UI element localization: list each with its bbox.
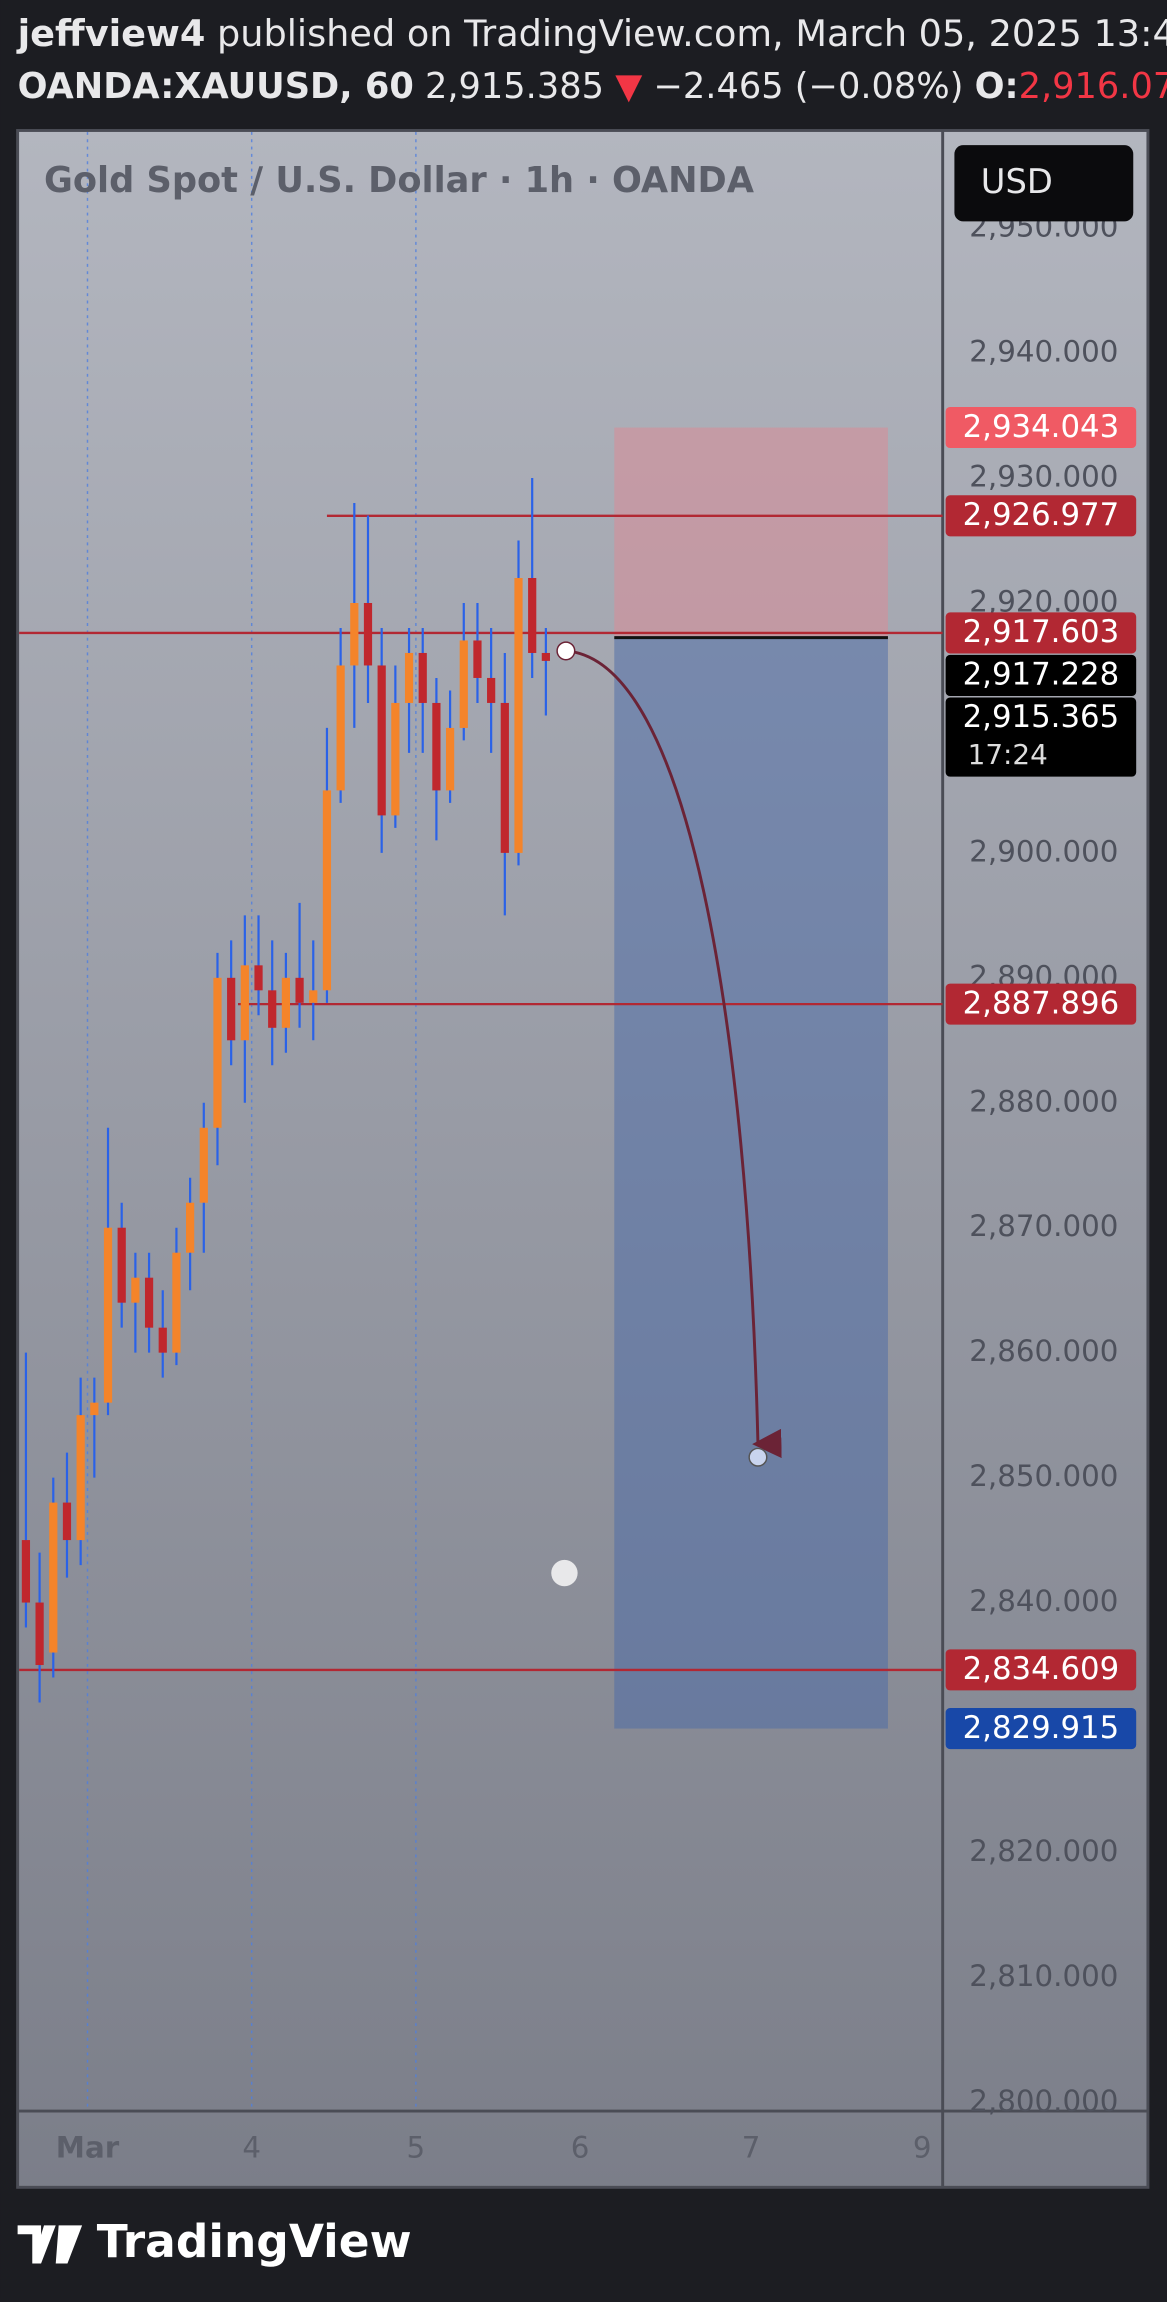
header-line1: jeffview4 published on TradingView.com, … — [16, 12, 1167, 55]
change: −2.465 (−0.08%) — [653, 66, 963, 107]
candle-body — [418, 652, 427, 703]
candle-body — [322, 790, 332, 991]
price-label: 2,829.915 — [963, 1710, 1120, 1746]
open-label: O: — [975, 66, 1019, 107]
candle-body — [404, 652, 414, 703]
currency-button[interactable] — [954, 145, 1134, 222]
arrow-end — [748, 1447, 768, 1467]
candle-body — [295, 977, 304, 1003]
target-zone — [614, 637, 888, 1729]
price-label-box — [945, 495, 1137, 537]
price-label: 2,915.365 — [963, 699, 1120, 735]
x-tick-label: 5 — [407, 2131, 426, 2165]
symbol: OANDA:XAUUSD, 60 — [18, 66, 414, 107]
open-value: 2,916.070 — [1019, 66, 1167, 107]
candle-body — [541, 652, 550, 661]
currency-label[interactable]: USD — [981, 162, 1053, 201]
stop-zone — [614, 427, 888, 638]
candle-body — [199, 1127, 208, 1203]
candle-body — [131, 1277, 140, 1303]
candle-body — [309, 990, 318, 1003]
candle-body — [76, 1415, 85, 1541]
author: jeffview4 — [16, 12, 206, 55]
price-label: 2,934.043 — [963, 409, 1120, 445]
candle-body — [103, 1227, 113, 1403]
candle-body — [90, 1402, 99, 1416]
logo — [17, 2225, 83, 2264]
price-label-box — [945, 697, 1137, 777]
candle-body — [49, 1502, 58, 1653]
candle-body — [377, 665, 386, 816]
candle-body — [62, 1502, 72, 1541]
chart-title: Gold Spot / U.S. Dollar · 1h · OANDA — [44, 160, 755, 201]
candle-body — [158, 1327, 167, 1353]
y-tick-label: 2,840.000 — [969, 1584, 1118, 1618]
price-label-box — [945, 612, 1137, 654]
candle-body — [336, 665, 345, 791]
price-label-box — [945, 983, 1137, 1025]
candle-body — [186, 1202, 195, 1253]
plot — [19, 131, 943, 2112]
y-tick-label: 2,880.000 — [969, 1084, 1118, 1118]
published: published on TradingView.com, March 05, … — [217, 12, 1167, 55]
price-label: 2,887.896 — [963, 985, 1120, 1021]
y-tick-label: 2,870.000 — [969, 1209, 1118, 1243]
price-label: 2,917.228 — [963, 657, 1120, 693]
candle-body — [21, 1540, 31, 1603]
x-tick-label: 7 — [742, 2131, 761, 2165]
price-label: 2,834.609 — [963, 1651, 1120, 1687]
candle-body — [500, 702, 509, 853]
arrow-start — [556, 641, 576, 661]
clock-icon — [551, 1559, 578, 1587]
candle-body — [432, 702, 441, 791]
price-label: 2,926.977 — [963, 497, 1120, 533]
candle-body — [268, 990, 277, 1028]
brand: TradingView — [97, 2215, 412, 2268]
y-tick-label: 2,820.000 — [969, 1834, 1118, 1868]
candle-body — [459, 640, 468, 728]
candle-body — [254, 965, 263, 991]
candle-body — [445, 727, 455, 791]
candle-body — [240, 965, 249, 1041]
candle-body — [391, 702, 400, 816]
y-tick-label: 2,900.000 — [969, 834, 1118, 868]
candle-body — [350, 602, 359, 666]
x-tick-label: Mar — [56, 2131, 120, 2165]
candle-body — [487, 677, 496, 703]
y-tick-label: 2,800.000 — [969, 2084, 1118, 2118]
candle-body — [35, 1602, 44, 1666]
candle-body — [281, 977, 291, 1028]
x-tick-label: 6 — [571, 2131, 590, 2165]
price-label-box — [945, 1649, 1137, 1691]
candle-body — [514, 577, 523, 853]
x-tick-label: 4 — [242, 2131, 261, 2165]
candle-body — [473, 640, 482, 678]
last-price: 2,915.385 — [425, 66, 604, 107]
candle-body — [213, 977, 222, 1128]
candle-body — [172, 1252, 181, 1353]
change-arrow: ▼ — [615, 66, 642, 107]
y-tick-label: 2,930.000 — [969, 460, 1118, 494]
y-tick-label: 2,860.000 — [969, 1334, 1118, 1368]
x-tick-label: 9 — [913, 2131, 932, 2165]
candle-body — [528, 577, 537, 653]
price-labels: 2,934.043 2,926.977 2,917.603 2,887.896 2,83… — [945, 407, 1137, 1750]
candle-body — [227, 977, 236, 1041]
candle-body — [144, 1277, 154, 1328]
y-tick-label: 2,940.000 — [969, 335, 1118, 369]
price-label-box — [945, 1708, 1137, 1750]
price-label-box — [945, 654, 1137, 696]
header-line2: OANDA:XAUUSD, 60 2,915.385 ▼ −2.465 (−0.… — [18, 66, 1167, 107]
y-tick-label: 2,850.000 — [969, 1459, 1118, 1493]
price-label-box — [945, 407, 1137, 449]
candle-body — [117, 1227, 126, 1303]
countdown: 17:24 — [968, 738, 1048, 771]
y-tick-label: 2,810.000 — [969, 1959, 1118, 1993]
forecast-arrow — [565, 649, 782, 1459]
price-label: 2,917.603 — [963, 614, 1120, 650]
candle-body — [363, 602, 373, 666]
